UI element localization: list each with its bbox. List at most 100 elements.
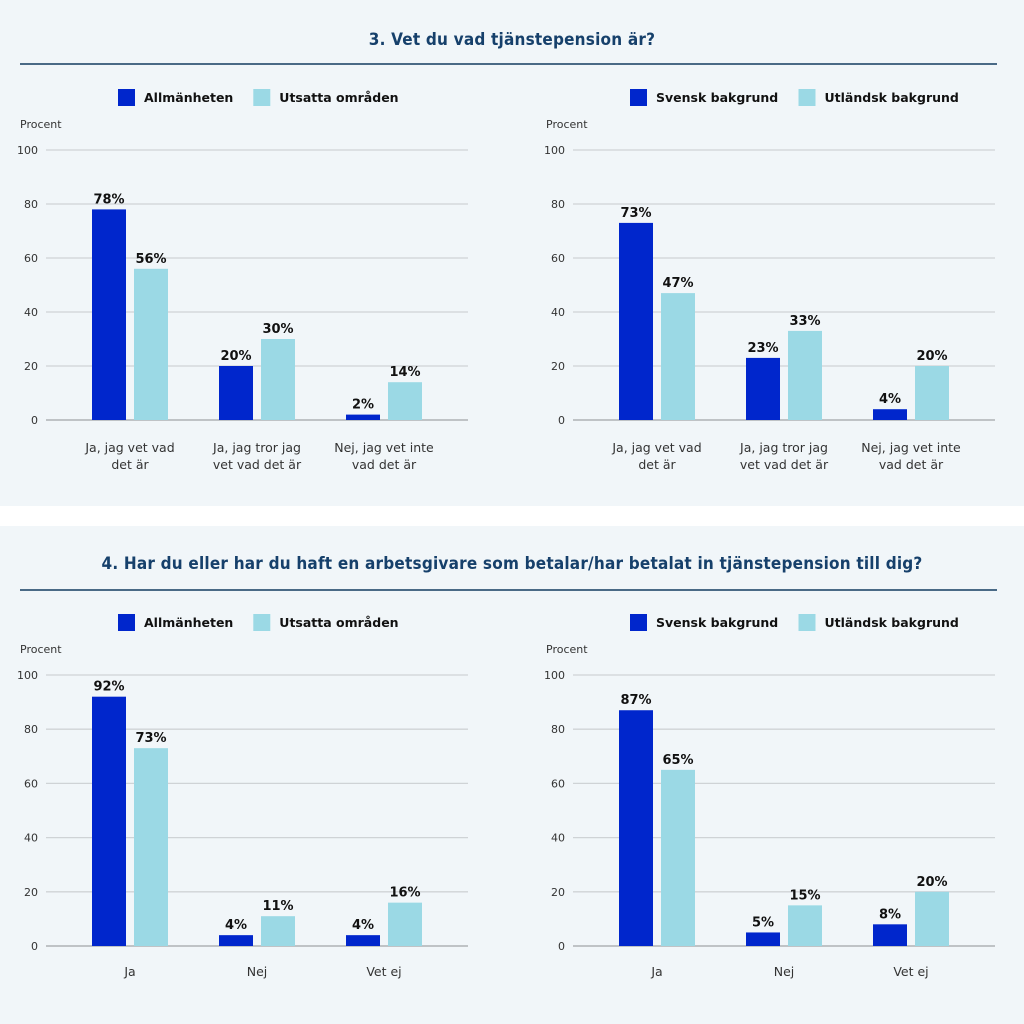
y-tick-label: 40 (24, 306, 38, 319)
category-label: Ja, jag tror jag (739, 440, 828, 455)
y-tick-label: 0 (31, 414, 38, 427)
y-tick-label: 100 (544, 144, 565, 157)
data-label: 20% (220, 349, 251, 364)
section-title: 4. Har du eller har du haft en arbetsgiv… (101, 554, 923, 574)
legend-label: Svensk bakgrund (656, 615, 778, 630)
category-label: vad det är (352, 457, 417, 472)
data-label: 23% (747, 341, 778, 356)
bar-dark (619, 710, 653, 946)
legend-swatch-light (798, 614, 816, 631)
data-label: 14% (389, 365, 420, 380)
y-tick-label: 0 (558, 414, 565, 427)
bar-light (134, 268, 168, 420)
legend-swatch-dark (118, 89, 135, 106)
category-label: det är (111, 457, 149, 472)
title-divider (20, 63, 997, 65)
legend-label: Allmänheten (144, 615, 233, 630)
legend-label: Utsatta områden (279, 615, 398, 630)
y-tick-label: 100 (17, 669, 38, 682)
bar-light (261, 916, 295, 946)
y-tick-label: 60 (551, 252, 565, 265)
bar-light (661, 293, 695, 420)
legend-swatch-dark (118, 614, 135, 631)
bar-dark (746, 932, 780, 946)
legend-swatch-dark (630, 614, 647, 631)
data-label: 20% (916, 349, 947, 364)
y-tick-label: 80 (24, 198, 38, 211)
y-tick-label: 60 (24, 777, 38, 790)
bar-dark (92, 209, 126, 420)
bar-light (388, 382, 422, 420)
bar-light (661, 769, 695, 946)
y-axis-label: Procent (20, 643, 62, 656)
bar-dark (346, 414, 380, 420)
y-tick-label: 40 (24, 832, 38, 845)
title-divider (20, 589, 997, 591)
category-label: Ja (650, 964, 662, 979)
data-label: 65% (662, 753, 693, 768)
category-label: vad det är (879, 457, 944, 472)
legend-label: Svensk bakgrund (656, 90, 778, 105)
data-label: 20% (916, 875, 947, 890)
category-label: vet vad det är (213, 457, 302, 472)
bar-dark (873, 409, 907, 420)
data-label: 73% (135, 731, 166, 746)
data-label: 78% (93, 192, 124, 207)
bar-dark (619, 222, 653, 420)
y-tick-label: 80 (551, 723, 565, 736)
bar-dark (346, 935, 380, 946)
bar-light (788, 330, 822, 420)
data-label: 92% (93, 680, 124, 695)
y-tick-label: 0 (558, 940, 565, 953)
bar-light (915, 366, 949, 420)
data-label: 5% (752, 915, 774, 930)
y-tick-label: 100 (17, 144, 38, 157)
category-label: Vet ej (893, 964, 928, 979)
y-axis-label: Procent (546, 643, 588, 656)
y-tick-label: 40 (551, 832, 565, 845)
category-label: Vet ej (366, 964, 401, 979)
legend-swatch-light (798, 89, 816, 106)
y-tick-label: 80 (551, 198, 565, 211)
bar-dark (746, 357, 780, 420)
y-tick-label: 100 (544, 669, 565, 682)
bar-dark (92, 696, 126, 946)
category-label: Nej, jag vet inte (334, 440, 434, 455)
category-label: Nej (774, 964, 795, 979)
bar-light (261, 339, 295, 420)
section-title: 3. Vet du vad tjänstepension är? (368, 30, 656, 50)
data-label: 11% (262, 899, 293, 914)
legend-label: Utländsk bakgrund (825, 615, 959, 630)
data-label: 33% (789, 314, 820, 329)
legend-swatch-light (253, 89, 271, 106)
y-tick-label: 60 (551, 777, 565, 790)
category-label: Nej, jag vet inte (861, 440, 961, 455)
category-label: det är (638, 457, 676, 472)
section-panel-4: 4. Har du eller har du haft en arbetsgiv… (0, 526, 1024, 1024)
y-tick-label: 0 (31, 940, 38, 953)
y-tick-label: 40 (551, 306, 565, 319)
bar-light (788, 905, 822, 946)
data-label: 8% (879, 907, 901, 922)
data-label: 47% (662, 276, 693, 291)
y-axis-label: Procent (546, 118, 588, 131)
category-label: Nej (247, 964, 268, 979)
legend-swatch-light (253, 614, 271, 631)
y-tick-label: 60 (24, 252, 38, 265)
data-label: 30% (262, 322, 293, 337)
category-label: Ja (123, 964, 135, 979)
y-tick-label: 20 (551, 886, 565, 899)
category-label: vet vad det är (740, 457, 829, 472)
bar-light (388, 902, 422, 946)
bar-light (134, 748, 168, 946)
bar-dark (219, 366, 253, 420)
legend-label: Allmänheten (144, 90, 233, 105)
category-label: Ja, jag vet vad (611, 440, 701, 455)
y-tick-label: 20 (24, 886, 38, 899)
data-label: 15% (789, 888, 820, 903)
y-tick-label: 20 (24, 360, 38, 373)
data-label: 56% (135, 252, 166, 267)
bar-light (915, 891, 949, 946)
category-label: Ja, jag tror jag (212, 440, 301, 455)
